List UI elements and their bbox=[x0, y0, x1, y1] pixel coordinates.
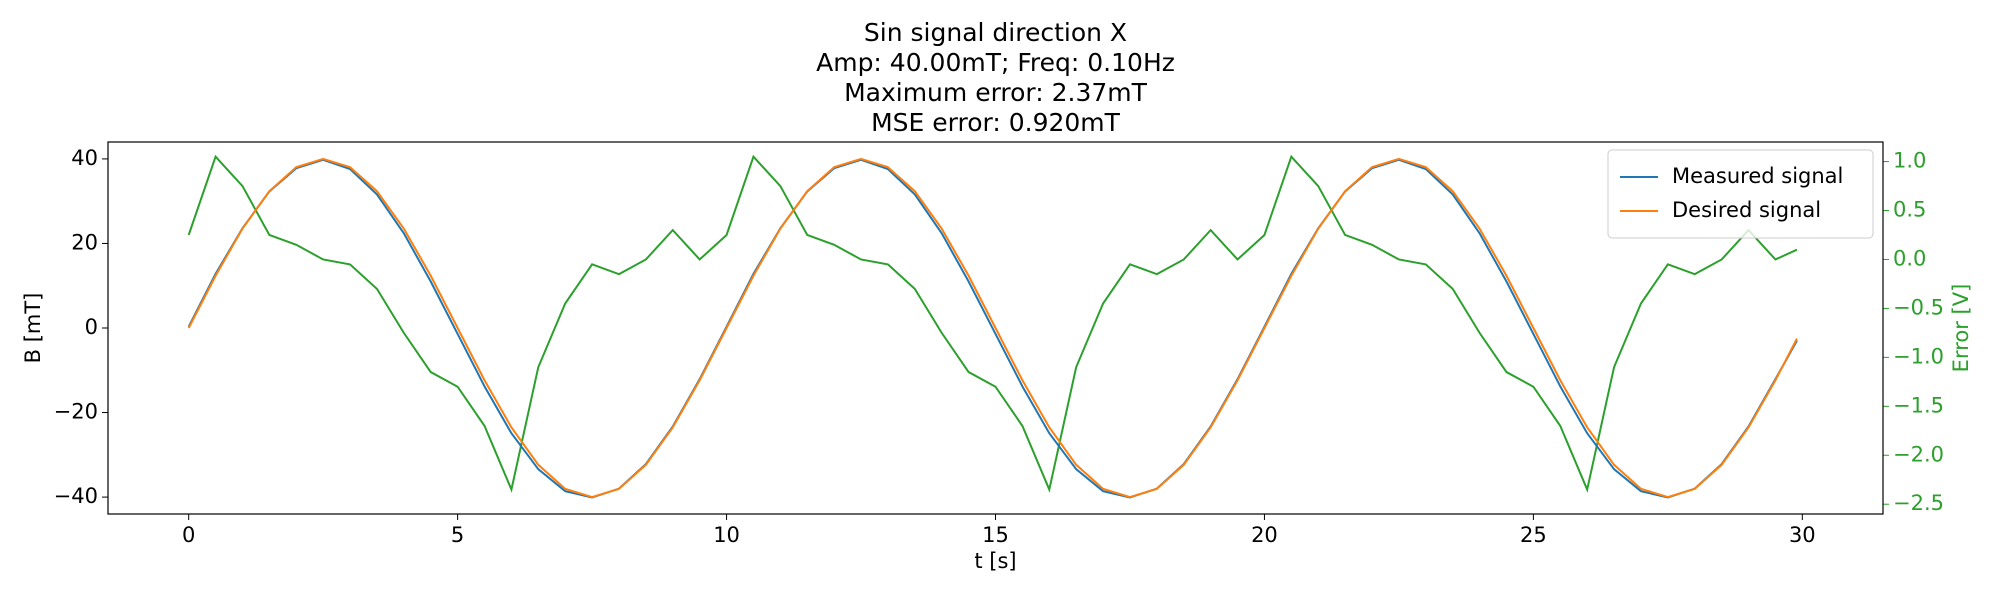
y2-tick-label: −0.5 bbox=[1893, 295, 1944, 319]
legend-box bbox=[1607, 149, 1874, 239]
x-tick-label: 10 bbox=[713, 523, 740, 547]
x-axis-label: t [s] bbox=[974, 549, 1016, 573]
line-series bbox=[187, 157, 1798, 499]
line-series bbox=[187, 154, 1798, 493]
y-axis-label: B [mT] bbox=[21, 293, 45, 364]
chart-title: Maximum error: 2.37mT bbox=[844, 78, 1148, 107]
y-tick-label: 20 bbox=[71, 230, 98, 254]
chart-title: MSE error: 0.920mT bbox=[871, 108, 1121, 137]
y2-tick-label: −1.0 bbox=[1893, 344, 1944, 368]
chart-title: Sin signal direction X bbox=[864, 18, 1127, 47]
x-tick-label: 20 bbox=[1251, 523, 1278, 547]
chart-title: Amp: 40.00mT; Freq: 0.10Hz bbox=[816, 48, 1175, 77]
x-tick-label: 25 bbox=[1520, 523, 1547, 547]
x-tick-label: 15 bbox=[982, 523, 1009, 547]
x-tick-label: 30 bbox=[1789, 523, 1816, 547]
x-tick-label: 0 bbox=[182, 523, 195, 547]
y2-tick-label: −2.5 bbox=[1893, 491, 1944, 515]
y-tick-label: −20 bbox=[54, 400, 98, 424]
line-series bbox=[187, 158, 1798, 499]
y2-tick-label: −2.0 bbox=[1893, 442, 1944, 466]
y-tick-label: −40 bbox=[54, 484, 98, 508]
legend-label: Desired signal bbox=[1672, 198, 1821, 222]
y2-axis-label: Error [V] bbox=[1949, 284, 1973, 373]
y2-tick-label: 0.0 bbox=[1893, 246, 1926, 270]
legend-label: Measured signal bbox=[1672, 164, 1843, 188]
x-tick-label: 5 bbox=[451, 523, 464, 547]
axes-frame bbox=[107, 141, 1884, 515]
y2-tick-label: −1.5 bbox=[1893, 393, 1944, 417]
y-tick-label: 40 bbox=[71, 146, 98, 170]
y-tick-label: 0 bbox=[85, 315, 98, 339]
y2-tick-label: 1.0 bbox=[1893, 149, 1926, 173]
y2-tick-label: 0.5 bbox=[1893, 198, 1926, 222]
